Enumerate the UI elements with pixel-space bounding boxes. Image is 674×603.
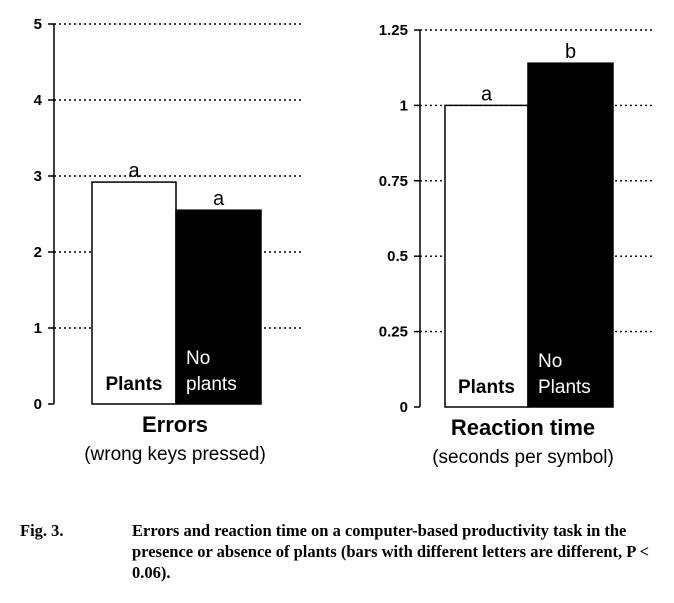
chart2-y-tick-label: 0.5 bbox=[387, 248, 408, 265]
chart1-category-label: No bbox=[186, 348, 210, 369]
chart1-significance-label: a bbox=[128, 160, 140, 182]
chart2-y-tick-label: 1.25 bbox=[379, 22, 408, 39]
chart2-category-label: No bbox=[538, 351, 562, 372]
chart2-y-tick-label: 0 bbox=[400, 399, 408, 416]
chart1-y-tick-label: 0 bbox=[34, 396, 42, 413]
chart1-x-title: Errors bbox=[142, 412, 208, 437]
chart1-y-tick-label: 3 bbox=[34, 168, 42, 185]
chart1-y-tick-label: 1 bbox=[34, 320, 42, 337]
chart1-bar bbox=[175, 209, 262, 405]
chart1-category-label: plants bbox=[186, 374, 237, 395]
chart2-significance-label: a bbox=[481, 83, 493, 105]
chart1-category-label: Plants bbox=[105, 374, 162, 395]
figure-caption: Fig. 3. Errors and reaction time on a co… bbox=[20, 520, 660, 583]
chart2-y-tick-label: 1 bbox=[400, 97, 408, 114]
caption-text: Errors and reaction time on a computer-b… bbox=[132, 521, 649, 582]
chart2-bar bbox=[527, 62, 614, 408]
chart2-x-subtitle: (seconds per symbol) bbox=[432, 447, 614, 468]
chart2-bar bbox=[444, 104, 529, 408]
chart1-significance-label: a bbox=[213, 188, 225, 210]
chart1-bar bbox=[91, 181, 177, 405]
chart2-x-title: Reaction time bbox=[451, 415, 595, 440]
chart1-y-tick-label: 2 bbox=[34, 244, 42, 261]
chart2-category-label: Plants bbox=[458, 377, 515, 398]
figure-charts: 0 1 2 3 4 5 a Plants a No plants Errors (wrong keys … bbox=[34, 16, 652, 468]
chart1-y-tick-label: 5 bbox=[34, 16, 42, 33]
chart2-y-tick-label: 0.25 bbox=[379, 324, 408, 341]
caption-label: Fig. 3. bbox=[20, 521, 64, 540]
chart2-category-label: Plants bbox=[538, 377, 591, 398]
chart2-y-tick-label: 0.75 bbox=[379, 173, 408, 190]
chart1-x-subtitle: (wrong keys pressed) bbox=[84, 444, 266, 465]
chart2-significance-label: b bbox=[565, 41, 576, 63]
chart1-y-tick-label: 4 bbox=[34, 92, 43, 109]
